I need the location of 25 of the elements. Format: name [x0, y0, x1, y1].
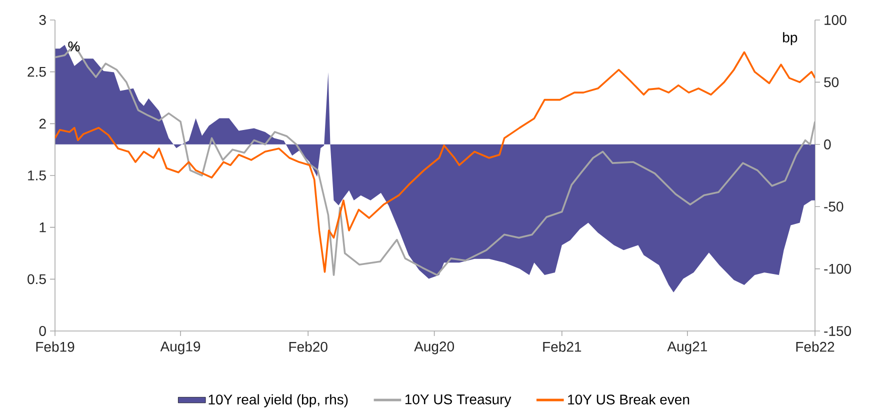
y-tick-label: 0 [39, 326, 46, 336]
y-tick-label: 1 [40, 222, 46, 232]
y2-tick-label: -50 [824, 202, 844, 212]
x-tick-label: Aug19 [160, 342, 200, 354]
y2-tick-label: 0 [824, 139, 831, 150]
y-tick-label: 2.5 [28, 66, 46, 77]
y2-tick-label: -150 [824, 326, 851, 336]
y2-tick-label: 100 [824, 15, 846, 25]
legend-label: 10Y real yield (bp, rhs) [208, 394, 348, 408]
x-tick-label: Feb21 [543, 342, 582, 352]
x-tick-label: Feb19 [36, 342, 74, 352]
y2-axis-title: bp [783, 32, 798, 46]
legend-label: 10Y US Break even [568, 394, 690, 405]
y-tick-label: 1.5 [28, 170, 46, 180]
legend-label: 10Y US Treasury [405, 394, 512, 408]
y-tick-label: 2 [39, 118, 46, 129]
x-tick-label: Feb22 [796, 342, 834, 352]
x-tick-label: Aug21 [667, 342, 707, 354]
y2-tick-label: -100 [824, 264, 851, 274]
x-tick-label: Aug20 [414, 342, 454, 354]
y-axis-title: % [68, 42, 80, 52]
y2-tick-label: 50 [824, 77, 839, 88]
x-tick-label: Feb20 [289, 342, 328, 352]
y-tick-label: 3 [39, 15, 46, 25]
y-tick-label: 0.5 [28, 274, 46, 284]
